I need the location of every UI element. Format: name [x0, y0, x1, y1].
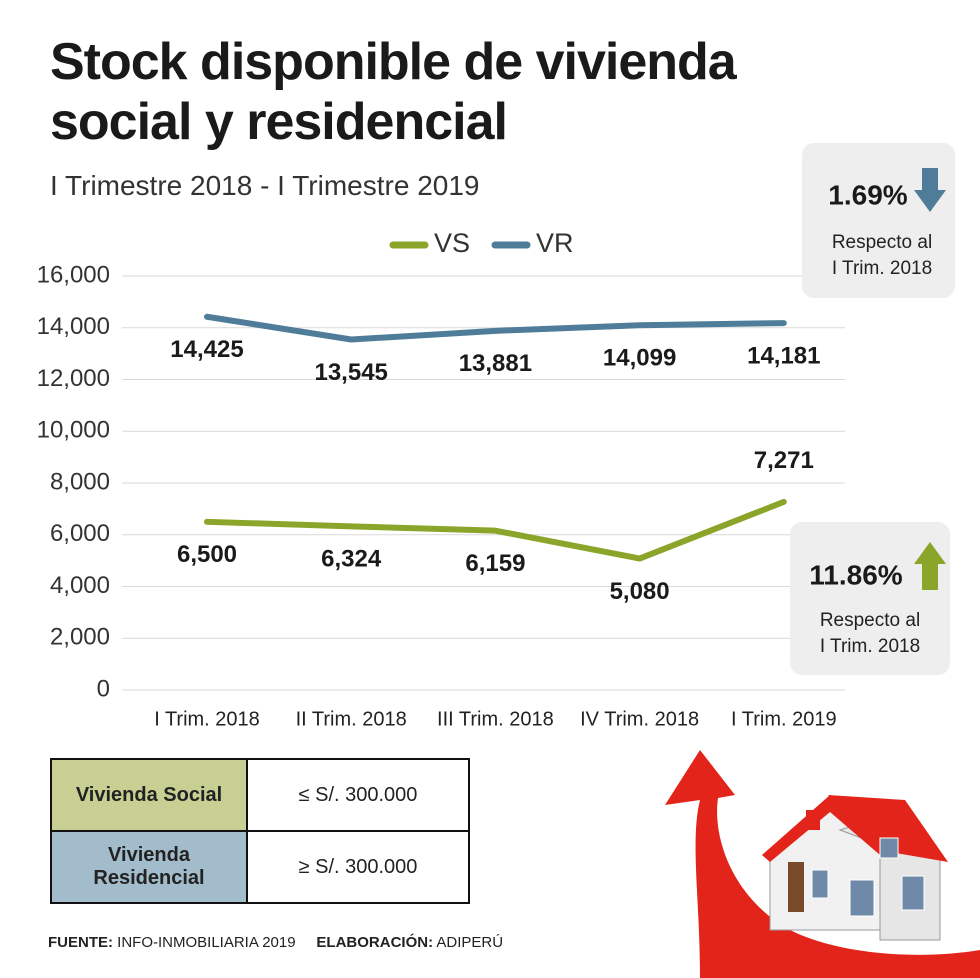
callout-text: I Trim. 2018	[832, 258, 932, 279]
callout-text: Respecto al	[832, 232, 932, 253]
callout-box	[790, 522, 950, 675]
y-tick-label: 2,000	[50, 624, 110, 651]
callout-box	[802, 143, 955, 298]
legend-label: VS	[434, 228, 470, 258]
table-cell: Vivienda Social	[50, 758, 248, 832]
data-label: 7,271	[754, 447, 814, 474]
data-label: 6,159	[465, 550, 525, 577]
table-cell: ≥ S/. 300.000	[246, 830, 470, 904]
callout-text: I Trim. 2018	[820, 636, 920, 657]
y-tick-label: 14,000	[37, 313, 110, 340]
plot: 0 2,000 4,000 6,000 8,000 10,000 12,000 14,000 1…	[37, 228, 845, 730]
chart-subtitle: I Trimestre 2018 - I Trimestre 2019	[50, 170, 480, 201]
source: INFO-INMOBILIARIA 2019	[117, 934, 296, 951]
data-label: 5,080	[610, 578, 670, 605]
data-label: 14,099	[603, 345, 676, 372]
y-tick-label: 10,000	[37, 417, 110, 444]
chart-title: Stock disponible de vivienda social y re…	[50, 33, 737, 151]
data-label: 6,500	[177, 541, 237, 568]
table-cell: Vivienda Residencial	[50, 830, 248, 904]
data-label: 13,545	[314, 359, 387, 386]
x-tick-label: III Trim. 2018	[437, 708, 554, 730]
down-arrow-icon	[914, 168, 946, 212]
data-label: 13,881	[459, 350, 532, 377]
series-line	[204, 498, 787, 562]
x-tick-label: II Trim. 2018	[296, 708, 407, 730]
up-arrow-icon	[914, 542, 946, 590]
legend-label: VR	[536, 228, 574, 258]
table-row: Vivienda Social ≤ S/. 300.000	[50, 758, 470, 832]
y-tick-label: 0	[97, 675, 110, 702]
series-line	[204, 313, 787, 343]
y-tick-label: 12,000	[37, 365, 110, 392]
credit: ADIPERÚ	[436, 934, 504, 951]
data-label: 14,181	[747, 342, 820, 369]
y-tick-label: 16,000	[37, 261, 110, 288]
x-tick-label: IV Trim. 2018	[580, 708, 699, 730]
y-tick-label: 8,000	[50, 468, 110, 495]
house-illustration	[665, 750, 980, 978]
x-tick-label: I Trim. 2019	[731, 708, 837, 730]
table-cell: ≤ S/. 300.000	[246, 758, 470, 832]
callout-value: 11.86%	[809, 559, 903, 590]
table-row: Vivienda Residencial ≥ S/. 300.000	[50, 830, 470, 904]
callout-text: Respecto al	[820, 610, 920, 631]
callout-value: 1.69%	[828, 179, 907, 210]
price-table: Vivienda Social ≤ S/. 300.000 Vivienda R…	[50, 758, 470, 904]
footer: FUENTE: INFO-INMOBILIARIA 2019 ELABORACI…	[48, 934, 503, 951]
data-label: 14,425	[170, 336, 243, 363]
data-label: 6,324	[321, 546, 382, 573]
y-tick-label: 4,000	[50, 572, 110, 599]
credit-label: ELABORACIÓN:	[316, 934, 434, 951]
y-tick-label: 6,000	[50, 520, 110, 547]
x-tick-label: I Trim. 2018	[154, 708, 260, 730]
source-label: FUENTE:	[48, 934, 113, 951]
